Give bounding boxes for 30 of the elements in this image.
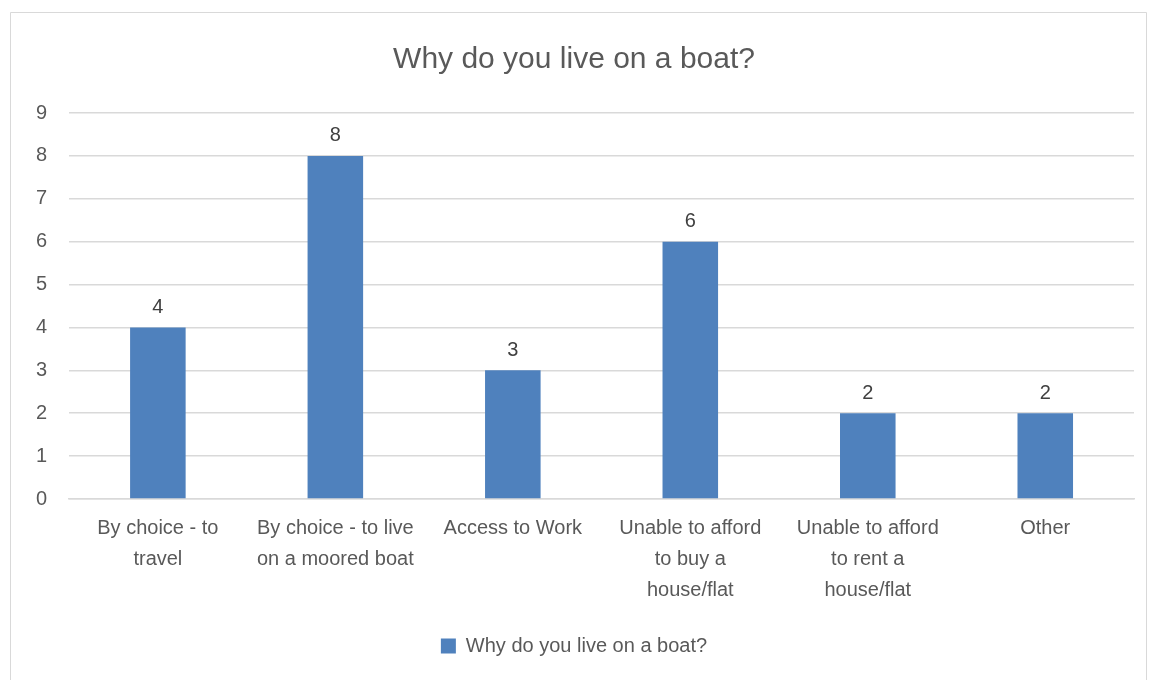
data-label: 4 bbox=[152, 294, 164, 317]
y-tick-label: 1 bbox=[36, 443, 48, 466]
x-tick-label: Access to Work bbox=[443, 516, 584, 539]
chart-title: Why do you live on a boat? bbox=[393, 41, 755, 75]
y-tick-label: 9 bbox=[36, 100, 48, 123]
x-tick-label: Other bbox=[1020, 516, 1071, 539]
y-tick-label: 8 bbox=[36, 143, 48, 166]
bar bbox=[1017, 413, 1074, 499]
bar bbox=[840, 413, 896, 499]
x-tick-label: By choice - to live on a moored boat bbox=[256, 516, 415, 570]
x-tick-label: Unable to afford to rent a house/flat bbox=[796, 516, 939, 601]
bar bbox=[130, 327, 186, 499]
y-tick-label: 6 bbox=[36, 229, 48, 252]
x-tick-label: Unable to afford to buy a house/flat bbox=[619, 516, 762, 601]
bar bbox=[662, 241, 719, 499]
legend-label: Why do you live on a boat? bbox=[465, 633, 708, 656]
y-tick-label: 4 bbox=[36, 314, 48, 337]
data-label: 6 bbox=[684, 209, 696, 232]
y-tick-label: 7 bbox=[36, 186, 48, 209]
y-tick-label: 5 bbox=[36, 272, 48, 295]
bar bbox=[307, 155, 364, 499]
x-tick-label: By choice - to travel bbox=[97, 516, 219, 570]
y-tick-label: 3 bbox=[36, 357, 48, 380]
data-label: 2 bbox=[862, 380, 874, 403]
y-tick-label: 2 bbox=[36, 400, 48, 423]
data-label: 3 bbox=[507, 337, 519, 360]
data-label: 8 bbox=[329, 123, 341, 146]
bar bbox=[485, 370, 541, 499]
y-tick-label: 0 bbox=[36, 486, 48, 509]
data-label: 2 bbox=[1039, 380, 1051, 403]
